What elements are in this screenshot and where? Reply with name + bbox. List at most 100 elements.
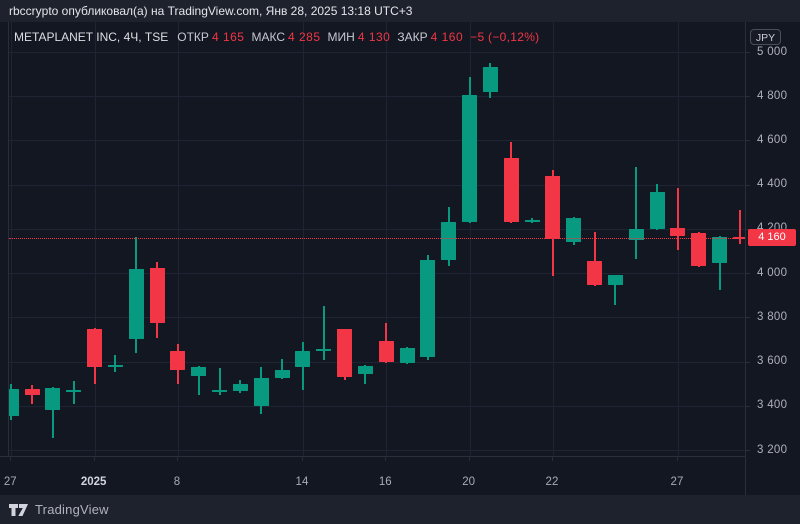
gridline-vertical bbox=[177, 22, 179, 456]
candle-wick bbox=[676, 187, 679, 250]
gridline-vertical bbox=[302, 22, 304, 456]
price-tick-label: 4 800 bbox=[757, 89, 788, 102]
price-tick-label: 4 400 bbox=[757, 178, 788, 191]
time-tick-label: 22 bbox=[545, 476, 559, 488]
time-axis[interactable]: 27 2025 8 14 16 20 22 27 bbox=[0, 456, 745, 495]
candle-body bbox=[732, 236, 745, 239]
candle-body bbox=[253, 378, 269, 406]
candle-body bbox=[337, 329, 353, 378]
low-value: 4 130 bbox=[357, 30, 391, 44]
gridline-horizontal bbox=[9, 317, 745, 319]
price-tick-mark bbox=[746, 317, 750, 319]
legend: METAPLANET INC, 4Ч, TSE ОТКР 4 165 МАКС 4 … bbox=[14, 30, 539, 44]
gridline-horizontal bbox=[9, 96, 745, 98]
candle-body bbox=[441, 222, 457, 260]
candle-wick bbox=[72, 381, 75, 404]
attribution-text: rbccrypto опубликовал(а) на TradingView.… bbox=[9, 4, 413, 18]
legend-item-low: МИН 4 130 bbox=[327, 30, 391, 44]
pane-bottom-border bbox=[0, 456, 745, 457]
candle-body bbox=[649, 192, 665, 229]
candle-body bbox=[24, 389, 40, 395]
candle-body bbox=[545, 175, 561, 239]
candle-wick bbox=[614, 274, 617, 306]
candle-body bbox=[107, 364, 123, 368]
candle-wick bbox=[197, 365, 200, 395]
price-tick-mark bbox=[746, 405, 750, 407]
chart-widget: METAPLANET INC, 4Ч, TSE ОТКР 4 165 МАКС 4 … bbox=[0, 22, 800, 495]
price-tick-label: 3 800 bbox=[757, 310, 788, 323]
time-tick-label: 20 bbox=[462, 476, 476, 488]
candle-body bbox=[399, 348, 415, 363]
gridline-horizontal bbox=[9, 228, 745, 230]
candle-body bbox=[378, 340, 394, 362]
price-tick-label: 4 000 bbox=[757, 266, 788, 279]
candle-body bbox=[670, 227, 686, 236]
attribution-bar: rbccrypto опубликовал(а) на TradingView.… bbox=[0, 0, 800, 22]
tradingview-brand-text[interactable]: TradingView bbox=[35, 502, 109, 517]
candle-wick bbox=[364, 364, 367, 384]
current-price-tag: 4 160 bbox=[748, 229, 796, 247]
price-axis-separator bbox=[745, 22, 746, 495]
candle-body bbox=[149, 267, 165, 323]
candle-body bbox=[482, 67, 498, 92]
current-price-line bbox=[9, 237, 745, 239]
time-tick-label: 8 bbox=[173, 476, 181, 488]
candle-wick bbox=[635, 166, 638, 259]
candle-body bbox=[9, 389, 19, 416]
candle-body bbox=[66, 389, 82, 392]
price-tick-mark bbox=[746, 184, 750, 186]
candle-body bbox=[628, 228, 644, 240]
gridline-horizontal bbox=[9, 273, 745, 275]
price-tick-label: 3 200 bbox=[757, 443, 788, 456]
gridline-horizontal bbox=[9, 52, 745, 53]
candle-body bbox=[357, 365, 373, 374]
price-tick-label: 5 000 bbox=[757, 45, 788, 58]
time-tick-mark bbox=[551, 456, 553, 461]
price-tick-mark bbox=[746, 361, 750, 363]
time-tick-label: 14 bbox=[295, 476, 309, 488]
candle-body bbox=[420, 259, 436, 358]
time-tick-mark bbox=[385, 456, 387, 461]
candle-body bbox=[316, 349, 332, 352]
candle-wick bbox=[218, 368, 221, 395]
gridline-vertical bbox=[386, 22, 388, 456]
candle-body bbox=[45, 388, 61, 411]
legend-item-open: ОТКР 4 165 bbox=[177, 30, 245, 44]
candle-wick bbox=[114, 354, 117, 372]
candle-wick bbox=[51, 386, 54, 438]
price-tick-mark bbox=[746, 96, 750, 98]
price-tick-mark bbox=[746, 273, 750, 275]
candle-wick bbox=[281, 359, 284, 380]
currency-button[interactable]: JPY bbox=[750, 29, 781, 45]
candle-body bbox=[128, 268, 144, 340]
time-tick-mark bbox=[93, 456, 95, 461]
legend-symbol: METAPLANET INC, 4Ч, TSE bbox=[14, 30, 169, 44]
candle-body bbox=[503, 158, 519, 223]
candle-wick bbox=[739, 210, 742, 245]
close-value: 4 160 bbox=[430, 30, 464, 44]
candle-body bbox=[524, 220, 540, 223]
gridline-horizontal bbox=[9, 405, 745, 407]
candle-body bbox=[274, 370, 290, 379]
gridline-vertical bbox=[94, 22, 96, 456]
candle-body bbox=[191, 367, 207, 376]
price-pane[interactable] bbox=[8, 22, 745, 456]
time-tick-mark bbox=[10, 456, 12, 461]
price-tick-mark bbox=[746, 52, 750, 53]
time-tick-label: 2025 bbox=[80, 476, 107, 488]
candle-body bbox=[87, 329, 103, 368]
price-tick-label: 3 600 bbox=[757, 355, 788, 368]
candle-body bbox=[691, 233, 707, 267]
gridline-horizontal bbox=[9, 450, 745, 451]
candle-body bbox=[712, 236, 728, 264]
candle-body bbox=[295, 350, 311, 368]
tradingview-logo-icon bbox=[9, 503, 28, 516]
time-tick-label: 27 bbox=[3, 476, 17, 488]
candle-body bbox=[566, 217, 582, 243]
price-tick-mark bbox=[746, 140, 750, 142]
candle-body bbox=[607, 275, 623, 286]
footer-bar: TradingView bbox=[0, 495, 800, 524]
candle-body bbox=[232, 383, 248, 392]
time-tick-label: 27 bbox=[670, 476, 684, 488]
candle-body bbox=[212, 389, 228, 392]
